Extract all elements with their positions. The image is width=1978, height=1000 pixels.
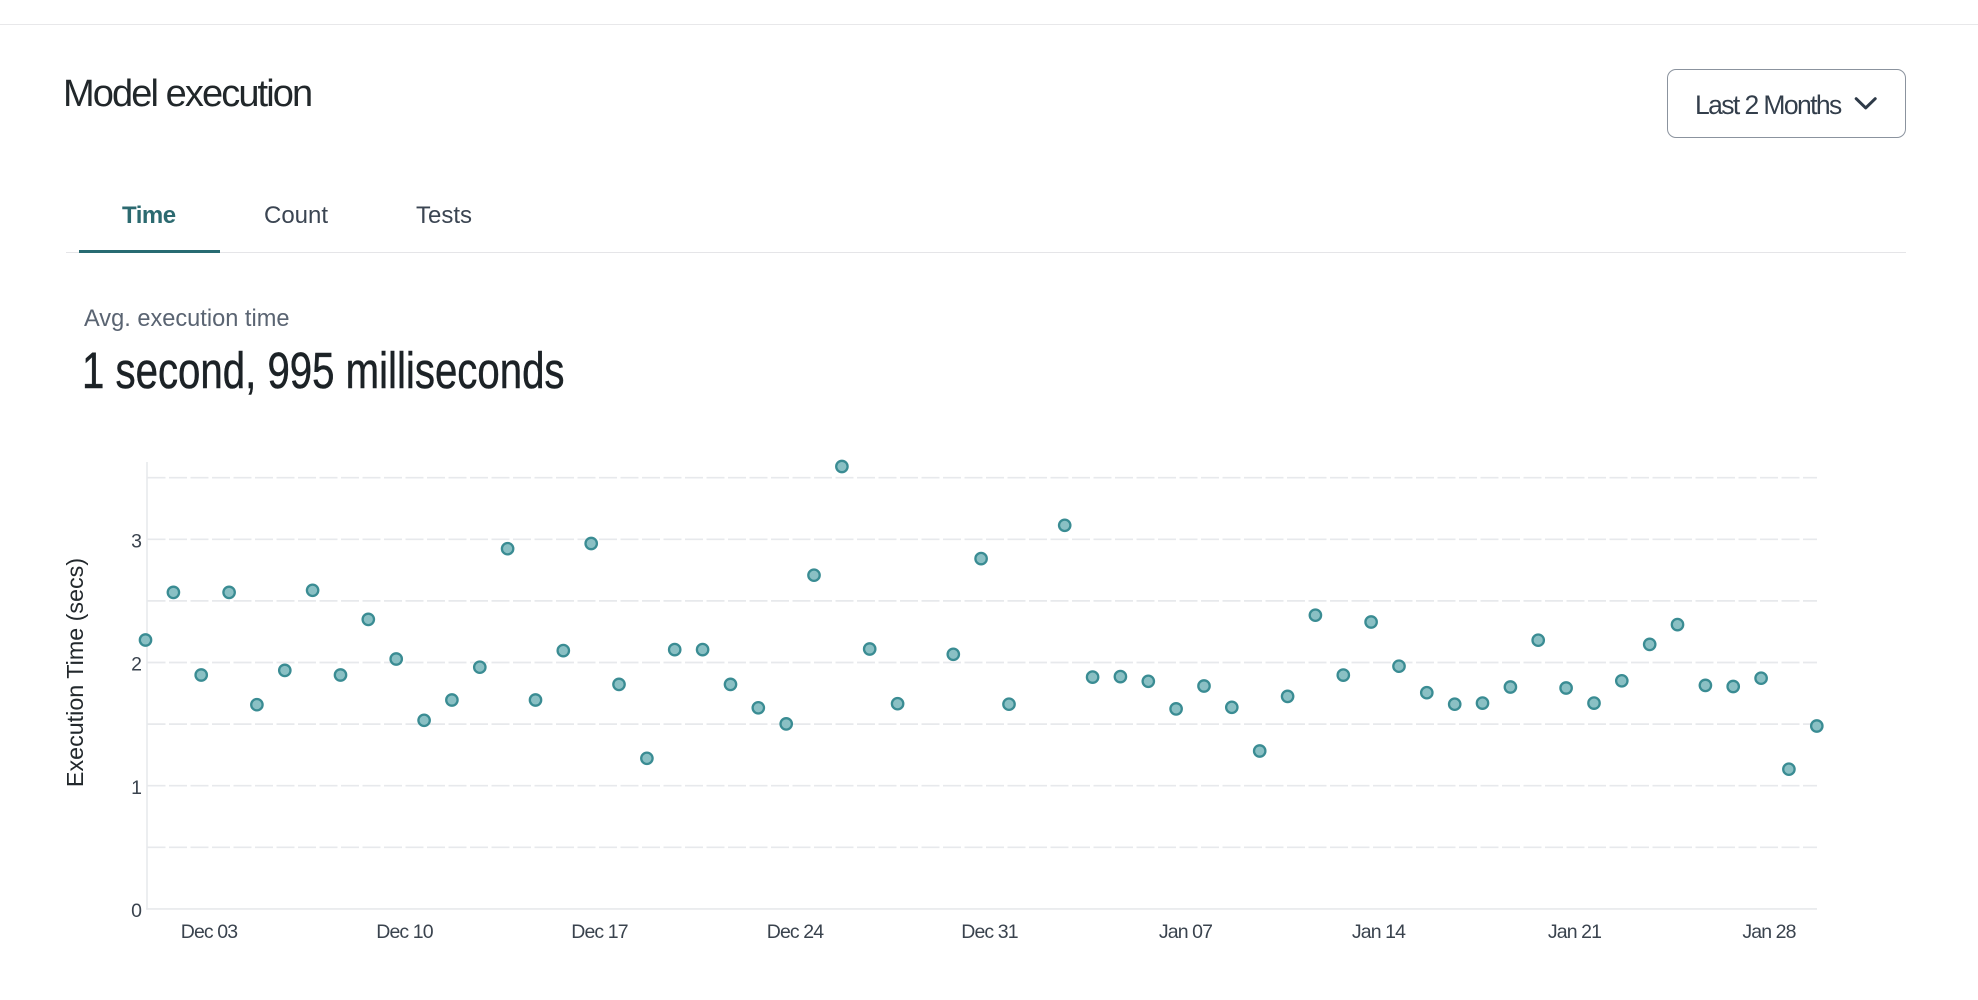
svg-text:Jan 07: Jan 07 <box>1159 921 1212 943</box>
svg-text:Jan 28: Jan 28 <box>1742 921 1795 943</box>
svg-text:Dec 24: Dec 24 <box>767 921 824 943</box>
svg-text:Dec 17: Dec 17 <box>571 921 627 943</box>
svg-text:2: 2 <box>131 654 142 676</box>
svg-text:Dec 10: Dec 10 <box>376 921 433 943</box>
svg-text:1: 1 <box>131 777 142 799</box>
svg-text:0: 0 <box>131 900 142 922</box>
svg-text:Jan 14: Jan 14 <box>1352 921 1406 943</box>
svg-text:Dec 03: Dec 03 <box>181 921 237 943</box>
svg-text:Execution Time (secs): Execution Time (secs) <box>62 558 88 787</box>
svg-text:Jan 21: Jan 21 <box>1548 921 1601 943</box>
svg-text:Dec 31: Dec 31 <box>961 921 1017 943</box>
svg-text:3: 3 <box>131 530 142 552</box>
